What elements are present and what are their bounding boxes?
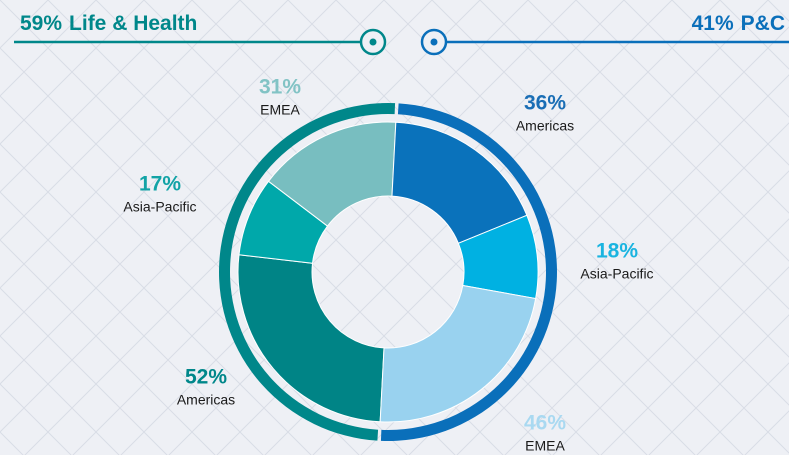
- header-marker-dot: [430, 38, 438, 46]
- segment-value-label: 17%: [139, 173, 181, 196]
- group-value-label: 59%: [20, 12, 62, 35]
- segment-name: Americas: [177, 392, 235, 408]
- group-name: Life & Health: [69, 12, 197, 35]
- group-value-label: 41%: [692, 12, 734, 35]
- segment-value-label: 36%: [524, 92, 566, 115]
- segment-name: EMEA: [525, 438, 565, 454]
- segment-name: EMEA: [260, 102, 300, 118]
- segment-name: Asia-Pacific: [580, 266, 653, 282]
- group-title: 59% Life & Health: [20, 12, 197, 35]
- segment-value-label: 46%: [524, 412, 566, 435]
- segment-value-label: 52%: [185, 366, 227, 389]
- group-title: 41% P&C: [692, 12, 785, 35]
- segment-name: Americas: [516, 118, 574, 134]
- segment: [391, 121, 528, 244]
- segment-name: Asia-Pacific: [123, 199, 196, 215]
- header-marker-dot: [369, 38, 377, 46]
- segment-value-label: 18%: [596, 240, 638, 263]
- segment: [237, 254, 385, 423]
- segment-value-label: 31%: [259, 76, 301, 99]
- group-name: P&C: [741, 12, 785, 35]
- segment: [379, 284, 537, 423]
